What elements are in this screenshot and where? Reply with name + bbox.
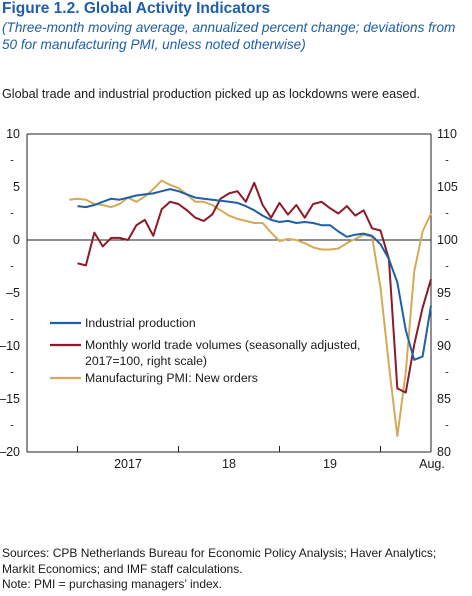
y-left-tick-label: –10 [0,339,20,353]
x-tick-label: 2017 [114,457,142,471]
y-right-tick-label: 100 [437,233,458,247]
legend-label: Monthly world trade volumes (seasonally … [85,338,360,352]
y-right-minor-tick: - [445,420,449,432]
series-line-world-trade-volumes [77,181,432,394]
x-tick-label: 18 [222,457,236,471]
y-left-minor-tick: - [10,261,14,273]
y-right-minor-tick: - [445,155,449,167]
series-line-industrial-production [77,188,432,361]
chart-caption: Global trade and industrial production p… [2,87,420,101]
y-right-tick-label: 110 [437,127,457,141]
y-left-minor-tick: - [10,155,14,167]
y-left-minor-tick: - [10,314,14,326]
series-line-pmi-new-orders [68,179,432,438]
y-right-tick-label: 105 [437,180,458,194]
y-right-minor-tick: - [445,261,449,273]
y-left-tick-label: –15 [0,392,20,406]
y-right-tick-label: 95 [437,286,451,300]
y-left-tick-label: 0 [13,233,20,247]
y-left-minor-tick: - [10,420,14,432]
y-right-minor-tick: - [445,208,449,220]
x-tick-label: Aug. [419,457,445,471]
y-left-minor-tick: - [10,367,14,379]
y-left-minor-tick: - [10,208,14,220]
y-right-tick-label: 90 [437,339,451,353]
legend-label: Industrial production [85,316,196,330]
sources-line-1: Sources: CPB Netherlands Bureau for Econ… [2,546,437,560]
figure-subtitle: (Three-month moving average, annualized … [2,20,456,52]
y-right-minor-tick: - [445,367,449,379]
y-right-minor-tick: - [445,314,449,326]
y-right-tick-label: 80 [437,445,451,459]
y-left-tick-label: –20 [0,445,20,459]
x-tick-label: 19 [323,457,337,471]
y-left-tick-label: 5 [13,180,20,194]
figure-notes: Sources: CPB Netherlands Bureau for Econ… [2,546,436,593]
note-line: Note: PMI = purchasing managers’ index. [2,577,223,591]
y-left-tick-label: –5 [6,286,20,300]
sources-line-2: Markit Economics; and IMF staff calculat… [2,561,243,576]
y-right-tick-label: 85 [437,392,451,406]
legend-label: Manufacturing PMI: New orders [85,371,258,385]
line-chart: 10 - 5 - 0 - –5 - –10 - –15 - –20 110 - 105 - 100 - 95 - 90 - 8… [0,127,458,471]
figure-title: Figure 1.2. Global Activity Indicators [2,0,271,17]
legend-label: 2017=100, right scale) [85,354,207,368]
y-left-tick-label: 10 [6,127,20,141]
